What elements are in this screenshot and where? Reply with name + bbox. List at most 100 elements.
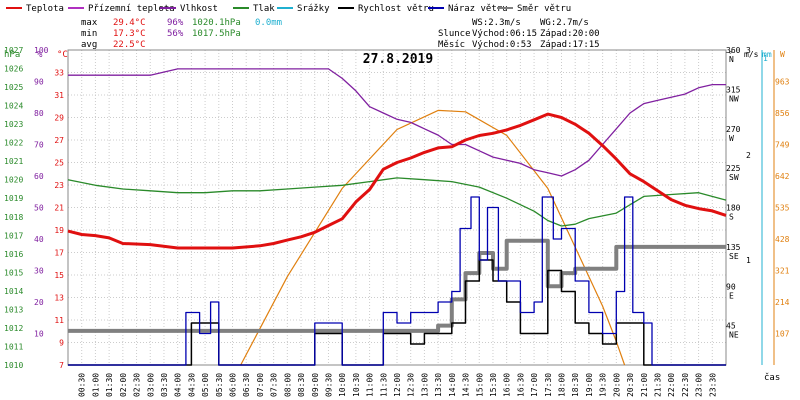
radiation-tick-label: 214 [775, 298, 790, 307]
humidity-tick-label: 80 [34, 109, 44, 118]
x-tick-label: 19:00 [585, 373, 594, 397]
moon-label: Měsíc [438, 40, 465, 50]
x-tick-label: 12:30 [407, 373, 416, 397]
x-tick-label: 08:00 [283, 373, 292, 397]
humidity-tick-label: 50 [34, 204, 44, 213]
x-tick-label: 19:30 [599, 373, 608, 397]
rain-axis-title: mm [762, 50, 772, 59]
stat-value: max [81, 18, 98, 28]
chart-title: 27.8.2019 [363, 52, 433, 67]
x-tick-label: 17:30 [544, 373, 553, 397]
direction-tick-label: 90 [726, 282, 736, 291]
x-tick-label: 00:30 [78, 373, 87, 397]
stat-value: 29.4°C [113, 18, 146, 28]
stat-value: 1017.5hPa [192, 29, 241, 39]
temperature-tick-label: 23 [54, 181, 64, 190]
direction-tick-label: 45 [726, 322, 736, 331]
x-tick-label: 15:30 [489, 373, 498, 397]
stat-value: 56% [167, 29, 184, 39]
legend-label: Přízemní teplota [88, 4, 175, 14]
series-line-n-raz-v-tru [68, 196, 726, 366]
x-tick-label: 14:00 [448, 373, 457, 397]
pressure-tick-label: 1023 [4, 120, 23, 129]
x-tick-label: 05:30 [215, 373, 224, 397]
direction-cardinal-label: E [729, 291, 734, 300]
x-tick-label: 20:30 [626, 373, 635, 397]
direction-tick-label: 180 [726, 204, 741, 213]
pressure-tick-label: 1017 [4, 231, 23, 240]
series-line-teplota [67, 112, 727, 250]
legend-label: Náraz větru [448, 4, 508, 14]
x-tick-label: 20:00 [612, 373, 621, 397]
pressure-tick-label: 1010 [4, 361, 23, 370]
pressure-tick-label: 1016 [4, 250, 23, 259]
x-tick-label: 13:30 [434, 373, 443, 397]
moonrise-time: Východ:0:53 [472, 40, 532, 50]
series-line-tlak [67, 177, 727, 227]
rain-tick-label: 1 [763, 54, 768, 63]
sunset-time: Západ:20:00 [540, 29, 600, 39]
humidity-tick-label: 70 [34, 141, 44, 150]
stat-value: 1020.1hPa [192, 18, 241, 28]
x-tick-label: 02:30 [133, 373, 142, 397]
temperature-tick-label: 25 [54, 159, 64, 168]
temperature-tick-label: 21 [54, 204, 64, 213]
x-tick-label: 18:00 [558, 373, 567, 397]
moonset-time: Západ:17:15 [540, 40, 600, 50]
temperature-tick-label: 7 [59, 361, 64, 370]
chart-grid [67, 49, 727, 366]
x-tick-label: 12:00 [393, 373, 402, 397]
x-axis-label: čas [764, 372, 780, 383]
temperature-tick-label: 13 [54, 294, 64, 303]
pressure-tick-label: 1024 [4, 102, 23, 111]
temperature-tick-label: 19 [54, 226, 64, 235]
stat-value: 0.0mm [255, 18, 282, 28]
x-tick-label: 10:30 [352, 373, 361, 397]
radiation-tick-label: 642 [775, 172, 790, 181]
radiation-tick-label: 107 [775, 330, 790, 339]
x-tick-label: 08:30 [297, 373, 306, 397]
direction-tick-label: 135 [726, 243, 741, 252]
x-tick-label: 16:00 [503, 373, 512, 397]
direction-tick-label: 360 [726, 46, 741, 55]
stat-value: 17.3°C [113, 29, 146, 39]
direction-axis-title: ° [728, 50, 733, 59]
direction-cardinal-label: NW [729, 94, 739, 103]
radiation-tick-label: 321 [775, 267, 790, 276]
pressure-tick-label: 1021 [4, 157, 23, 166]
wind-tick-label: 2 [746, 151, 751, 160]
x-tick-label: 21:00 [640, 373, 649, 397]
direction-cardinal-label: N [729, 55, 734, 64]
x-tick-label: 02:00 [119, 373, 128, 397]
x-tick-label: 03:30 [160, 373, 169, 397]
radiation-tick-label: 535 [775, 204, 790, 213]
temperature-tick-label: 17 [54, 249, 64, 258]
x-tick-label: 09:00 [311, 373, 320, 397]
humidity-tick-label: 60 [34, 172, 44, 181]
x-tick-label: 06:00 [229, 373, 238, 397]
radiation-axis-title: W [780, 50, 785, 59]
radiation-tick-label: 963 [775, 78, 790, 87]
temperature-tick-label: 11 [54, 316, 64, 325]
x-tick-label: 18:30 [571, 373, 580, 397]
wind-tick-label: 3 [746, 46, 751, 55]
x-tick-label: 17:00 [530, 373, 539, 397]
x-tick-label: 23:30 [708, 373, 717, 397]
series-line-vlhkost [68, 68, 726, 177]
x-tick-label: 01:30 [105, 373, 114, 397]
legend-label: Srážky [297, 4, 330, 14]
radiation-tick-label: 749 [775, 141, 790, 150]
temperature-tick-label: 15 [54, 271, 64, 280]
chart-axes: hPa% °C1010101110121013101410151016101710… [4, 46, 790, 397]
x-tick-label: 11:00 [366, 373, 375, 397]
radiation-tick-label: 856 [775, 109, 790, 118]
x-tick-label: 03:00 [146, 373, 155, 397]
x-tick-label: 07:00 [256, 373, 265, 397]
x-tick-label: 22:30 [681, 373, 690, 397]
humidity-tick-label: 100 [34, 46, 49, 55]
direction-tick-label: 270 [726, 125, 741, 134]
temperature-axis-title: °C [57, 50, 68, 60]
temperature-tick-label: 33 [54, 69, 64, 78]
direction-tick-label: 225 [726, 164, 741, 173]
